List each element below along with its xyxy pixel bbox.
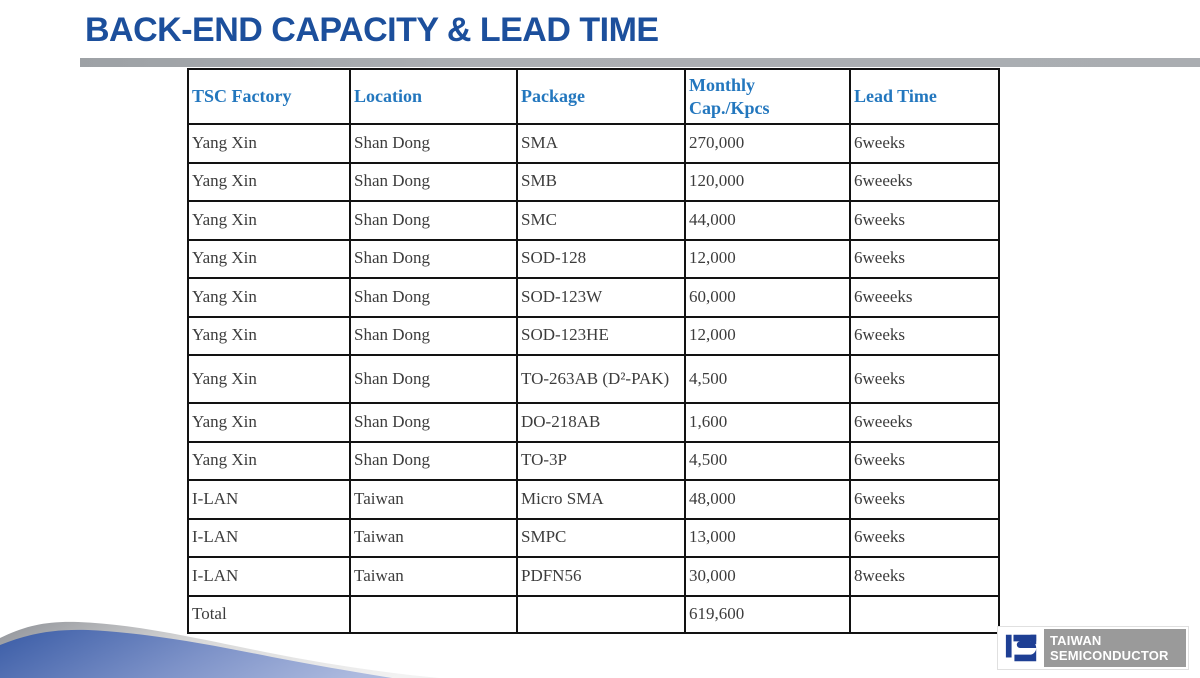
table-row: Yang Xin Shan Dong SMA 270,000 6weeks: [187, 123, 1000, 164]
table-cell: Yang Xin: [187, 200, 351, 241]
col-header-monthly-cap: Monthly Cap./Kpcs: [684, 68, 851, 125]
table-row: I-LAN Taiwan PDFN56 30,000 8weeks: [187, 556, 1000, 597]
table-row: Yang Xin Shan Dong SOD-123HE 12,000 6wee…: [187, 315, 1000, 356]
table-cell: [349, 594, 518, 634]
col-header-tsc-factory: TSC Factory: [187, 68, 351, 125]
table-cell: 6weeks: [849, 315, 1000, 356]
table-row: Yang Xin Shan Dong TO-3P 4,500 6weeks: [187, 440, 1000, 481]
col-header-location: Location: [349, 68, 518, 125]
table-cell: 6weeks: [849, 238, 1000, 279]
table-cell: 6weeks: [849, 354, 1000, 404]
table-cell: Yang Xin: [187, 123, 351, 164]
table-cell: Yang Xin: [187, 161, 351, 202]
table-cell: Yang Xin: [187, 402, 351, 443]
table-row: Yang Xin Shan Dong DO-218AB 1,600 6weeek…: [187, 402, 1000, 443]
table-row: I-LAN Taiwan SMPC 13,000 6weeks: [187, 517, 1000, 558]
table-cell: Yang Xin: [187, 354, 351, 404]
table-cell: Micro SMA: [516, 479, 686, 520]
table-cell: 6weeks: [849, 123, 1000, 164]
table-cell: [849, 594, 1000, 634]
table-row: Yang Xin Shan Dong SOD-123W 60,000 6weee…: [187, 277, 1000, 318]
table-cell: 6weeeks: [849, 277, 1000, 318]
table-cell: PDFN56: [516, 556, 686, 597]
table-cell: Shan Dong: [349, 200, 518, 241]
table-cell: Taiwan: [349, 479, 518, 520]
table-total-row: Total 619,600: [187, 594, 1000, 634]
logo-company-name-line1: TAIWAN: [1050, 633, 1102, 648]
table-cell: Shan Dong: [349, 123, 518, 164]
table-cell: Shan Dong: [349, 161, 518, 202]
table-cell: Shan Dong: [349, 238, 518, 279]
table-cell: 12,000: [684, 238, 851, 279]
table-cell: [516, 594, 686, 634]
table-cell: 6weeeks: [849, 402, 1000, 443]
decorative-swoosh: [0, 621, 440, 678]
table-cell: Shan Dong: [349, 315, 518, 356]
table-cell: SMB: [516, 161, 686, 202]
table-row: Yang Xin Shan Dong SOD-128 12,000 6weeks: [187, 238, 1000, 279]
table-cell: Yang Xin: [187, 440, 351, 481]
table-cell: SMPC: [516, 517, 686, 558]
table-cell: DO-218AB: [516, 402, 686, 443]
table-cell: Taiwan: [349, 556, 518, 597]
table-cell: SMA: [516, 123, 686, 164]
col-header-package: Package: [516, 68, 686, 125]
table-cell: TO-263AB (D²-PAK): [516, 354, 686, 404]
table-cell: 8weeks: [849, 556, 1000, 597]
title-divider: [80, 58, 1200, 67]
table-cell: Yang Xin: [187, 315, 351, 356]
table-cell: 120,000: [684, 161, 851, 202]
table-cell: Shan Dong: [349, 277, 518, 318]
table-cell: 12,000: [684, 315, 851, 356]
table-cell: Yang Xin: [187, 277, 351, 318]
table-cell: 4,500: [684, 440, 851, 481]
table-header-row: TSC Factory Location Package Monthly Cap…: [187, 68, 1000, 125]
table-cell: SOD-123HE: [516, 315, 686, 356]
table-cell: 6weeks: [849, 479, 1000, 520]
table-cell: Taiwan: [349, 517, 518, 558]
table-cell: SMC: [516, 200, 686, 241]
capacity-table: TSC Factory Location Package Monthly Cap…: [187, 68, 1000, 634]
table-cell: 6weeks: [849, 517, 1000, 558]
table-cell: 270,000: [684, 123, 851, 164]
table-cell: Yang Xin: [187, 238, 351, 279]
table-cell: Total: [187, 594, 351, 634]
table-cell: 6weeeks: [849, 161, 1000, 202]
table-cell: TO-3P: [516, 440, 686, 481]
table-row: Yang Xin Shan Dong SMC 44,000 6weeks: [187, 200, 1000, 241]
table-cell: Shan Dong: [349, 440, 518, 481]
table-cell: 4,500: [684, 354, 851, 404]
table-cell: 30,000: [684, 556, 851, 597]
table-cell: 6weeks: [849, 440, 1000, 481]
table-cell: 1,600: [684, 402, 851, 443]
col-header-lead-time: Lead Time: [849, 68, 1000, 125]
table-cell: Shan Dong: [349, 354, 518, 404]
company-logo: TAIWAN SEMICONDUCTOR: [997, 626, 1189, 670]
table-cell: 48,000: [684, 479, 851, 520]
table-row: Yang Xin Shan Dong TO-263AB (D²-PAK) 4,5…: [187, 354, 1000, 404]
logo-company-name-line2: SEMICONDUCTOR: [1050, 648, 1169, 663]
ts-monogram-icon: [1000, 629, 1044, 667]
table-cell: Shan Dong: [349, 402, 518, 443]
table-cell: 619,600: [684, 594, 851, 634]
table-cell: 6weeks: [849, 200, 1000, 241]
table-row: I-LAN Taiwan Micro SMA 48,000 6weeks: [187, 479, 1000, 520]
table-cell: I-LAN: [187, 479, 351, 520]
table-cell: 13,000: [684, 517, 851, 558]
logo-text-box: TAIWAN SEMICONDUCTOR: [1044, 629, 1186, 667]
table-cell: I-LAN: [187, 556, 351, 597]
swoosh-blue-shape: [0, 629, 393, 678]
table-cell: SOD-123W: [516, 277, 686, 318]
table-cell: I-LAN: [187, 517, 351, 558]
table-cell: SOD-128: [516, 238, 686, 279]
table-cell: 60,000: [684, 277, 851, 318]
table-row: Yang Xin Shan Dong SMB 120,000 6weeeks: [187, 161, 1000, 202]
page-title: BACK-END CAPACITY & LEAD TIME: [85, 11, 659, 49]
table-cell: 44,000: [684, 200, 851, 241]
